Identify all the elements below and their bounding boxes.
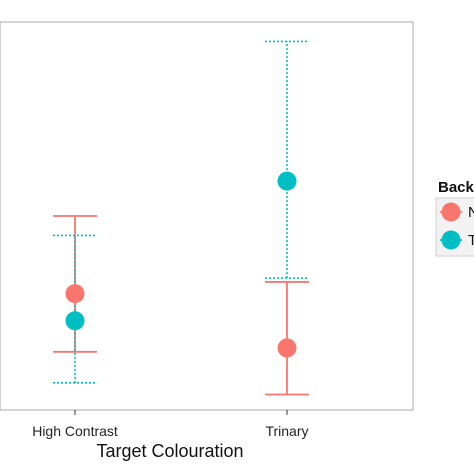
error-bar [265,281,309,396]
legend-title: Back [438,179,474,196]
data-point [65,311,85,331]
x-tick-label: High Contrast [32,423,118,439]
legend-key-point [441,202,461,222]
data-point [277,171,297,191]
legend-label: N [468,204,474,221]
legend: Back NT [435,179,474,257]
x-ticks: High Contrast Trinary [32,410,309,439]
legend-items: NT [440,202,474,250]
error-bar [53,234,97,384]
legend-item: N [440,202,474,222]
x-tick-label: Trinary [265,423,308,439]
legend-key-point [441,230,461,250]
x-axis-title: Target Colouration [96,441,243,461]
legend-item: T [440,230,474,250]
series-layer [53,40,309,396]
legend-label: T [468,232,474,249]
error-bar [265,40,309,279]
data-point [277,338,297,358]
data-point [65,284,85,304]
